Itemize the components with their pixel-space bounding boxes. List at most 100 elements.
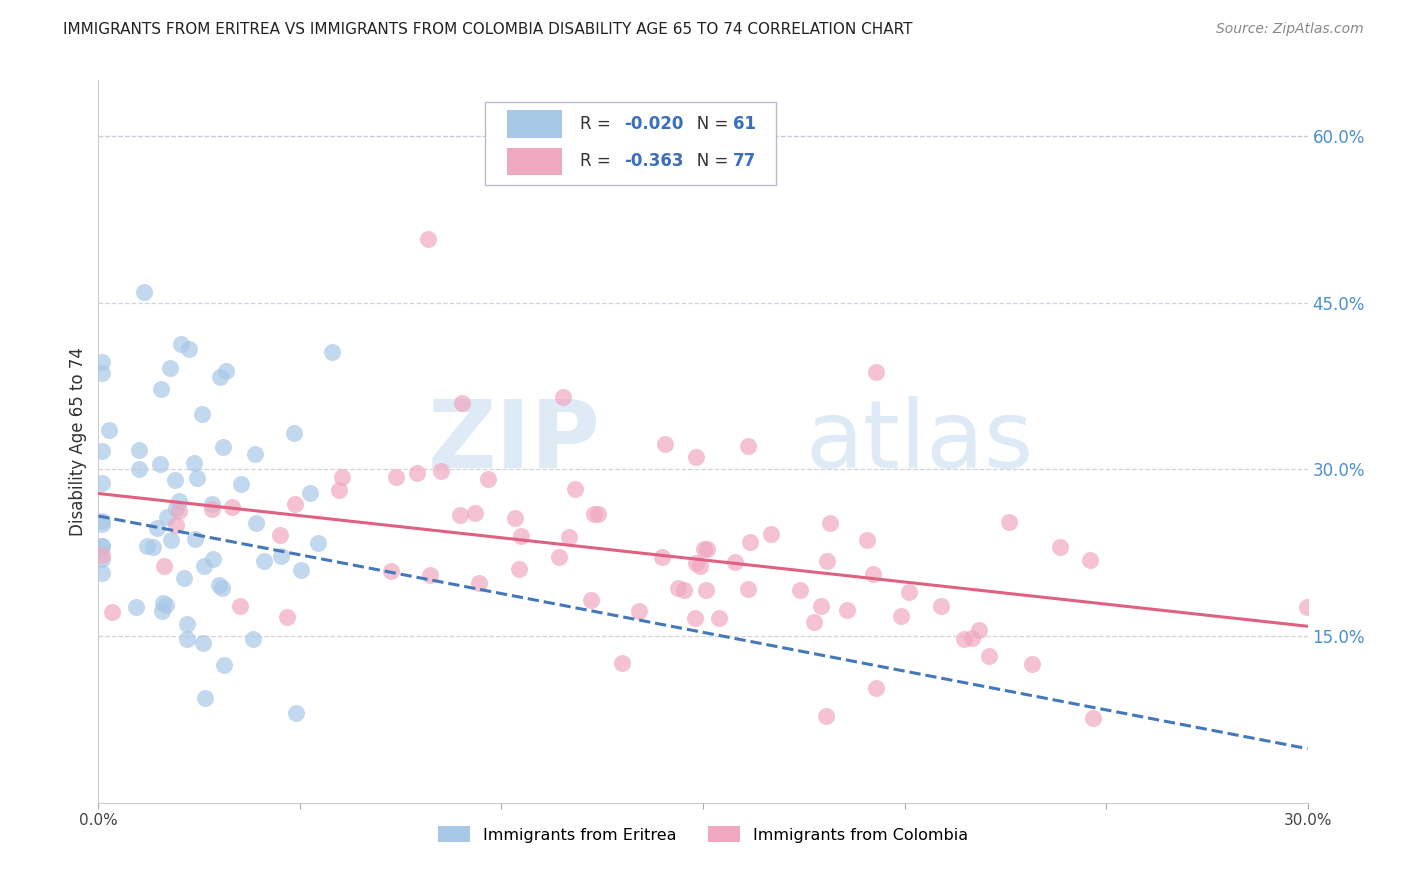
FancyBboxPatch shape <box>508 147 561 175</box>
Text: 77: 77 <box>734 153 756 170</box>
Point <box>1081 711 1104 725</box>
Point <box>451 395 474 409</box>
Text: N =: N = <box>682 115 734 133</box>
Point <box>270 549 292 564</box>
Point <box>128 443 150 458</box>
Point <box>173 571 195 585</box>
Point <box>1078 553 1101 567</box>
Point <box>167 504 190 518</box>
Text: R =: R = <box>579 153 616 170</box>
Point <box>967 624 990 638</box>
Point <box>1049 540 1071 554</box>
Point <box>759 526 782 541</box>
Point <box>737 439 759 453</box>
Point <box>193 558 215 573</box>
Point <box>183 456 205 470</box>
Point <box>931 599 953 613</box>
Point <box>696 542 718 557</box>
Point <box>165 518 187 533</box>
Point <box>564 482 586 496</box>
Point <box>191 407 214 421</box>
Text: Source: ZipAtlas.com: Source: ZipAtlas.com <box>1216 22 1364 37</box>
Point <box>1021 657 1043 671</box>
Point <box>508 562 530 576</box>
Point <box>146 521 169 535</box>
Point <box>142 540 165 554</box>
Point <box>416 231 439 245</box>
Text: N =: N = <box>682 153 734 170</box>
Point <box>685 450 707 465</box>
Point <box>464 506 486 520</box>
Point <box>245 516 267 530</box>
Point <box>610 656 633 670</box>
Point <box>815 709 838 723</box>
Point <box>184 532 207 546</box>
Point <box>134 285 156 299</box>
Point <box>977 649 1000 664</box>
Point <box>290 563 312 577</box>
Point <box>176 632 198 646</box>
Point <box>673 583 696 598</box>
Point <box>243 448 266 462</box>
Point <box>865 681 887 695</box>
Point <box>208 578 231 592</box>
Point <box>509 529 531 543</box>
Point <box>503 511 526 525</box>
Point <box>149 382 172 396</box>
Point <box>215 364 238 378</box>
Point <box>321 345 343 359</box>
Point <box>179 343 201 357</box>
Legend: Immigrants from Eritrea, Immigrants from Colombia: Immigrants from Eritrea, Immigrants from… <box>432 820 974 849</box>
Point <box>211 581 233 595</box>
Point <box>269 528 291 542</box>
Point <box>201 498 224 512</box>
Point <box>152 596 174 610</box>
Point <box>91 540 114 554</box>
Point <box>651 550 673 565</box>
Point <box>724 555 747 569</box>
Point <box>167 493 190 508</box>
Point <box>817 554 839 568</box>
Point <box>737 582 759 596</box>
Point <box>406 466 429 480</box>
Point <box>135 540 157 554</box>
Point <box>160 533 183 548</box>
Point <box>155 598 177 612</box>
Point <box>176 617 198 632</box>
Point <box>91 443 114 458</box>
Text: -0.020: -0.020 <box>624 115 683 133</box>
Point <box>128 462 150 476</box>
Point <box>685 556 707 570</box>
Point <box>695 583 717 598</box>
Point <box>856 533 879 547</box>
Point <box>1296 600 1319 615</box>
Point <box>689 558 711 573</box>
Point <box>253 554 276 568</box>
Point <box>276 610 298 624</box>
Text: IMMIGRANTS FROM ERITREA VS IMMIGRANTS FROM COLOMBIA DISABILITY AGE 65 TO 74 CORR: IMMIGRANTS FROM ERITREA VS IMMIGRANTS FR… <box>63 22 912 37</box>
Point <box>284 498 307 512</box>
FancyBboxPatch shape <box>508 111 561 137</box>
Point <box>330 469 353 483</box>
Point <box>98 423 121 437</box>
Point <box>165 501 187 516</box>
Point <box>91 514 114 528</box>
Point <box>194 690 217 705</box>
Point <box>581 592 603 607</box>
FancyBboxPatch shape <box>485 102 776 185</box>
Text: ZIP: ZIP <box>427 395 600 488</box>
Point <box>153 559 176 574</box>
Point <box>193 636 215 650</box>
Point <box>558 530 581 544</box>
Point <box>186 471 208 485</box>
Text: atlas: atlas <box>806 395 1033 488</box>
Point <box>328 483 350 497</box>
Point <box>586 507 609 521</box>
Point <box>707 610 730 624</box>
Point <box>91 552 114 566</box>
Point <box>666 582 689 596</box>
Point <box>150 604 173 618</box>
Point <box>997 515 1019 529</box>
Point <box>654 437 676 451</box>
Point <box>149 457 172 471</box>
